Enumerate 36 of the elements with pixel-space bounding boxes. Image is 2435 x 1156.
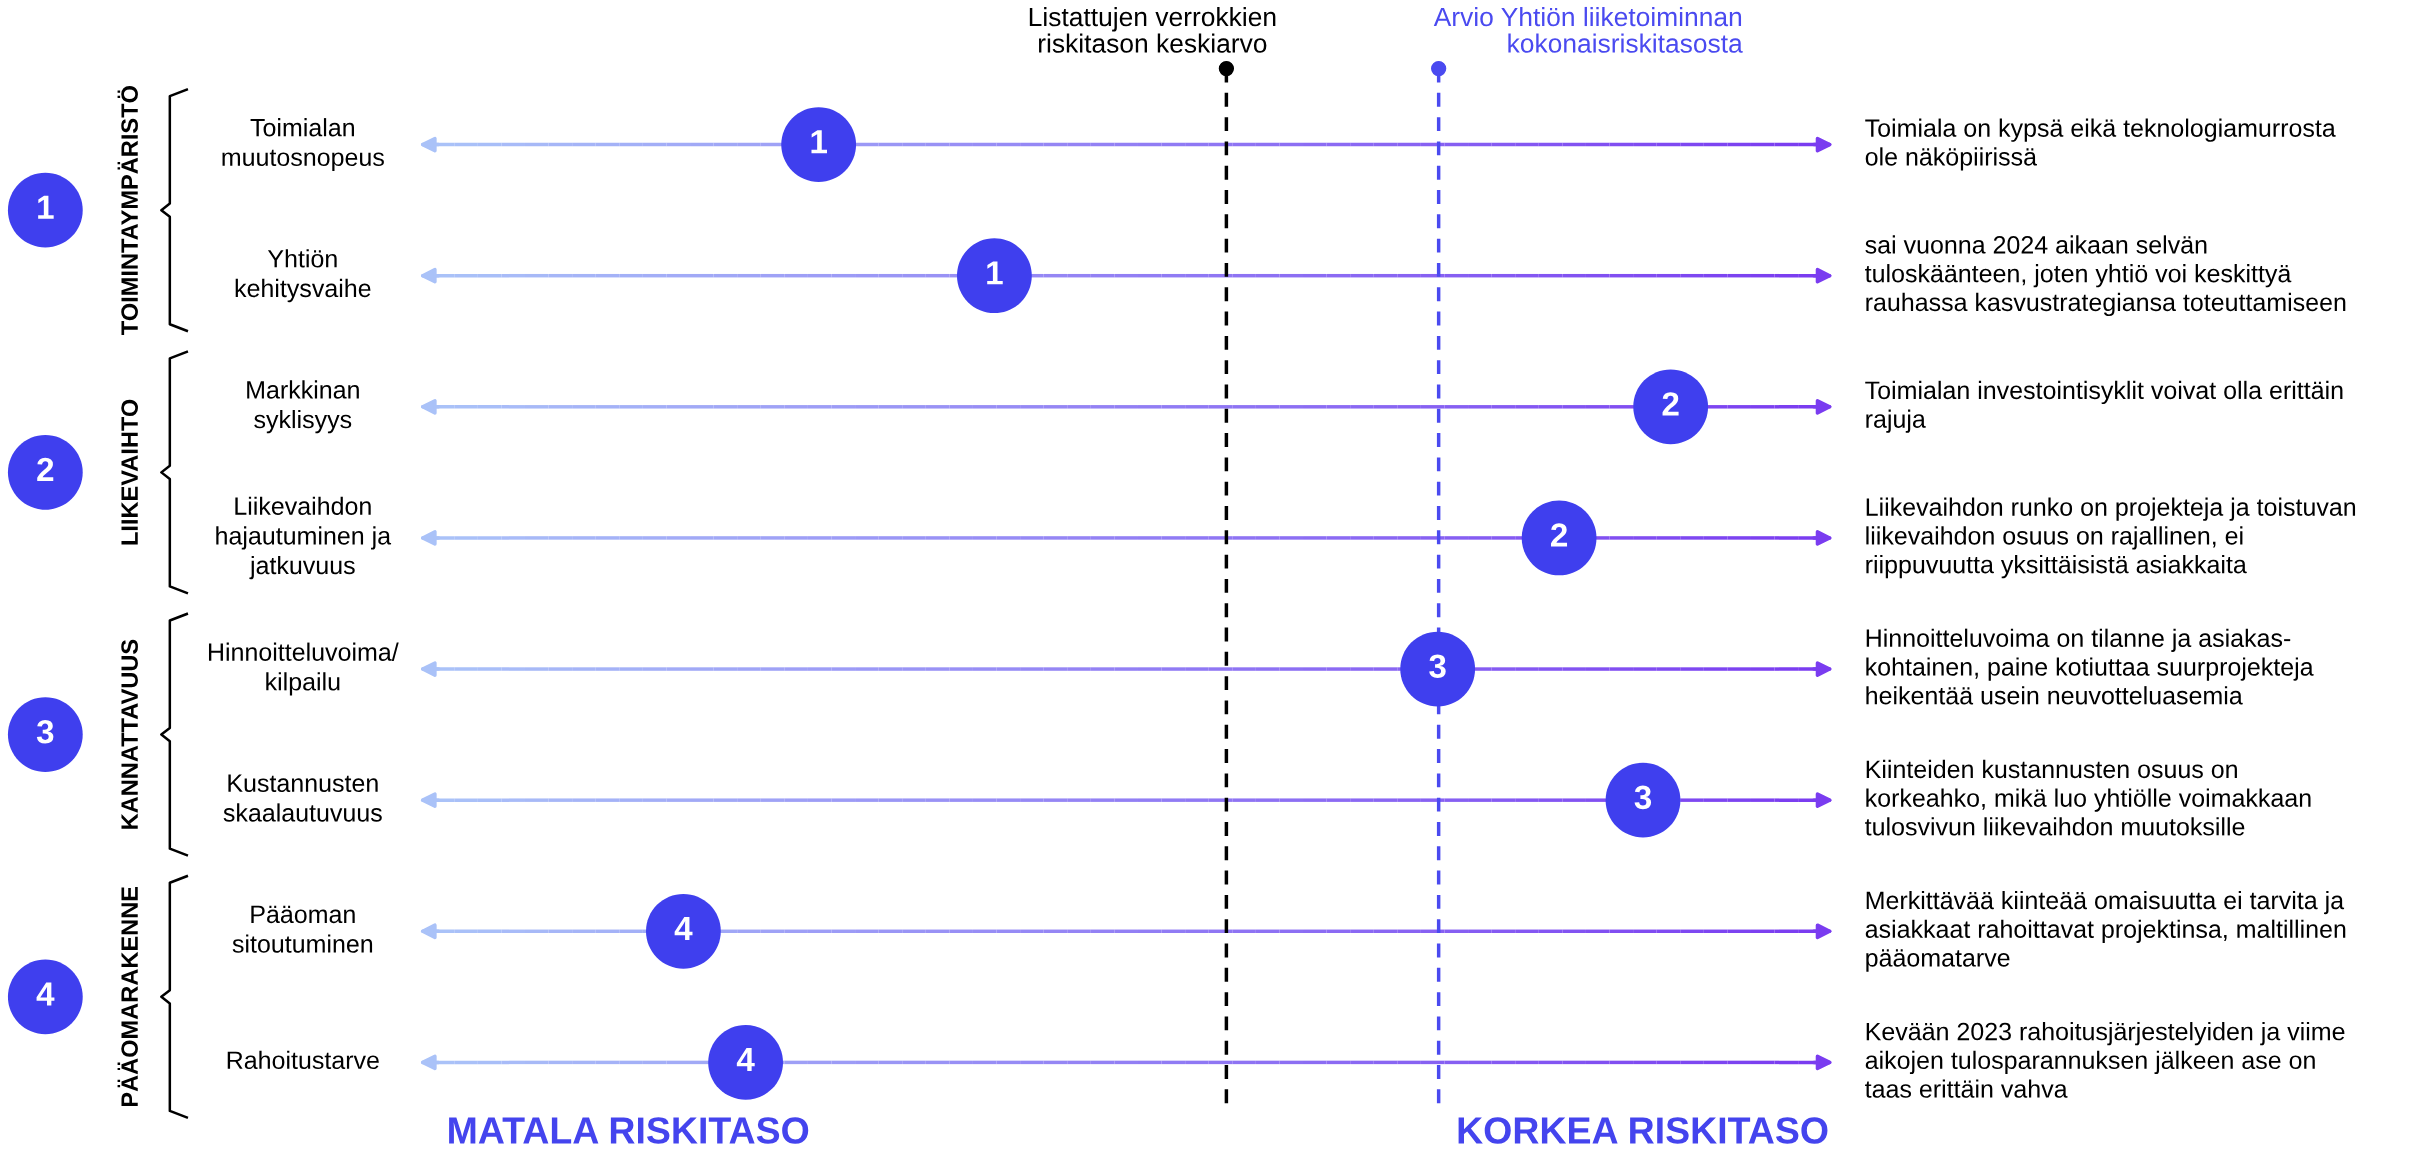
y-tick-label: Yhtiön kehitysvaihe [235, 249, 371, 303]
text: PÄÄOMARAKENNE [117, 886, 138, 1107]
y-tick-label: Rahoitustarve [227, 1050, 379, 1070]
ref-line-label: Listattujen verrokkien riskitason keskiarvo [1029, 6, 1276, 53]
text: Toimiala on kypsä eikä teknologiamurrosta ole näköpiirissä [1865, 118, 2336, 171]
text: Merkittävää kiinteää omaisuutta ei tarvita ja asiakkaat rahoittavat projektinsa, maltillinen pääomatarve [1865, 890, 2346, 972]
text: Kevään 2023 rahoitusjärjestelyiden ja viime aikojen tulosparannuksen jälkeen ase on taas erittäin vahva [1865, 1022, 2345, 1098]
ref-line-label: Arvio Yhtiön liiketoiminnan kokonaisriskitasosta [1433, 6, 1743, 53]
annotation: 4 [736, 1048, 755, 1072]
annotation: 2 [1550, 523, 1568, 547]
annotation: 2 [1662, 392, 1679, 416]
annotation: 1 [987, 261, 1003, 285]
text: LIIKEVAIHTO [121, 399, 138, 545]
text: 2 [37, 457, 54, 481]
text: Hinnoitteluvoima on tilanne ja asiakas- kohtainen, paine kotiuttaa suurprojekteja heikentää usein neuvotteluasemia [1866, 628, 2314, 705]
text: MATALA RISKITASO [449, 1117, 809, 1144]
annotation: 3 [1429, 654, 1446, 679]
text: TOIMINTAYMPÄRISTÖ [117, 86, 138, 335]
text: sai vuonna 2024 aikaan selvän tuloskäänteen, joten yhtiö voi keskittyä rauhassa kasvustrategiansa toteuttamiseen [1865, 235, 2346, 317]
annotation: 3 [1634, 785, 1652, 810]
y-tick-label: Toimialan muutosnopeus [222, 118, 384, 172]
y-tick-label: Markkinan syklisyys [247, 380, 359, 434]
text: 1 [38, 195, 54, 219]
text: KANNATTAVUUS [121, 639, 138, 829]
y-tick-label: Hinnoitteluvoima/ kilpailu [208, 642, 399, 696]
text: 3 [36, 719, 54, 744]
text: 4 [36, 982, 55, 1006]
y-tick-label: Kustannusten skaalautuvuus [223, 774, 382, 822]
annotation: 4 [674, 916, 693, 940]
text: Kiinteiden kustannusten osuus on korkeahko, mikä luo yhtiölle voimakkaan tulosvivun liikevaihdon muutoksille [1865, 759, 2311, 836]
text: Liikevaihdon runko on projekteja ja toistuvan liikevaihdon osuus on rajallinen, ei riippuvuutta yksittäisistä asiakkaita [1866, 497, 2356, 579]
text: KORKEA RISKITASO [1458, 1117, 1828, 1144]
text: Toimialan investointisyklit voivat olla erittäin rajuja [1865, 380, 2343, 433]
y-tick-label: Liikevaihdon hajautuminen ja jatkuvuus [216, 496, 392, 580]
annotation: 1 [811, 130, 827, 154]
y-tick-label: Pääoman sitoutuminen [232, 905, 373, 953]
